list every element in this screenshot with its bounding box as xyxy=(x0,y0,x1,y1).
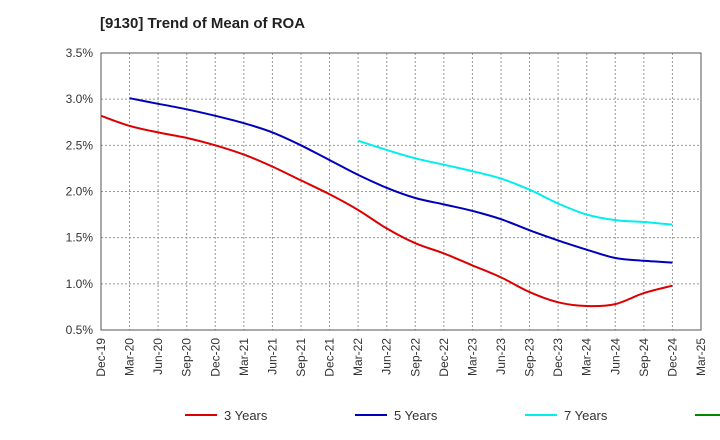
legend-label-3-years: 3 Years xyxy=(224,408,268,423)
x-tick-label: Dec-24 xyxy=(665,338,679,377)
x-tick-label: Dec-22 xyxy=(437,338,451,377)
y-tick-label: 2.0% xyxy=(66,185,94,199)
x-tick-label: Sep-24 xyxy=(637,338,651,377)
x-tick-label: Jun-20 xyxy=(151,338,165,375)
grid xyxy=(101,53,701,330)
x-tick-label: Mar-20 xyxy=(123,338,137,376)
x-tick-label: Dec-21 xyxy=(323,338,337,377)
legend-label-7-years: 7 Years xyxy=(564,408,608,423)
y-tick-label: 0.5% xyxy=(66,323,94,337)
series-line-5-years xyxy=(129,97,673,264)
x-axis: Dec-19 Mar-20 Jun-20 Sep-20 Dec-20 Mar-21 Jun-… xyxy=(94,338,708,377)
x-tick-label: Sep-22 xyxy=(408,338,422,377)
series-lines xyxy=(100,97,673,308)
chart-title: [9130] Trend of Mean of ROA xyxy=(100,15,305,32)
plot-area xyxy=(100,52,702,331)
x-tick-label: Mar-22 xyxy=(351,338,365,376)
x-tick-label: Dec-19 xyxy=(94,338,108,377)
x-tick-label: Dec-20 xyxy=(208,338,222,377)
x-tick-label: Sep-23 xyxy=(523,338,537,377)
y-axis: 0.5% 1.0% 1.5% 2.0% 2.5% 3.0% 3.5% xyxy=(66,46,94,337)
x-tick-label: Mar-23 xyxy=(465,338,479,376)
x-tick-label: Jun-23 xyxy=(494,338,508,375)
x-tick-label: Jun-22 xyxy=(380,338,394,375)
y-tick-label: 1.5% xyxy=(66,231,94,245)
y-tick-label: 3.5% xyxy=(66,46,94,60)
y-tick-label: 1.0% xyxy=(66,277,94,291)
y-tick-label: 2.5% xyxy=(66,138,94,152)
y-tick-label: 3.0% xyxy=(66,92,94,106)
x-tick-label: Dec-23 xyxy=(551,338,565,377)
legend-label-5-years: 5 Years xyxy=(394,408,438,423)
x-tick-label: Mar-21 xyxy=(237,338,251,376)
series-line-7-years xyxy=(357,139,673,226)
x-tick-label: Sep-20 xyxy=(180,338,194,377)
x-tick-label: Mar-25 xyxy=(694,338,708,376)
x-tick-label: Mar-24 xyxy=(580,338,594,376)
x-tick-label: Jun-21 xyxy=(265,338,279,375)
x-tick-label: Jun-24 xyxy=(608,338,622,375)
x-tick-label: Sep-21 xyxy=(294,338,308,377)
series-line-3-years xyxy=(100,114,673,308)
